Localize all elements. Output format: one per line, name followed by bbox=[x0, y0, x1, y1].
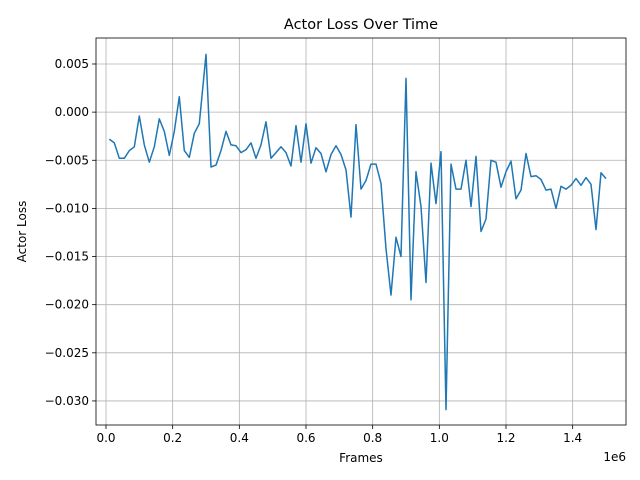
axes-frame bbox=[95, 37, 627, 426]
x-axis-ticks: 0.0 0.2 0.4 0.6 0.8 1.0 1.2 1.4 bbox=[96, 425, 582, 445]
x-axis-label: Frames bbox=[339, 451, 383, 465]
x-tick-label: 1.0 bbox=[430, 431, 449, 445]
y-tick-label: 0.005 bbox=[55, 57, 89, 71]
y-tick-label: 0.000 bbox=[55, 105, 89, 119]
x-axis-scale-label: 1e6 bbox=[603, 450, 626, 464]
x-tick-label: 1.4 bbox=[563, 431, 582, 445]
x-tick-label: 1.2 bbox=[496, 431, 515, 445]
y-tick-label: −0.025 bbox=[45, 346, 89, 360]
plot-line-layer bbox=[108, 53, 607, 411]
x-tick-label: 0.8 bbox=[363, 431, 382, 445]
grid-lines bbox=[96, 38, 626, 425]
y-axis-label: Actor Loss bbox=[15, 201, 29, 263]
chart-title: Actor Loss Over Time bbox=[284, 17, 438, 33]
y-tick-label: −0.015 bbox=[45, 250, 89, 264]
x-tick-label: 0.6 bbox=[296, 431, 315, 445]
y-tick-label: −0.005 bbox=[45, 153, 89, 167]
x-tick-label: 0.0 bbox=[96, 431, 115, 445]
series-line bbox=[108, 53, 607, 411]
x-tick-label: 0.4 bbox=[230, 431, 249, 445]
y-tick-label: −0.020 bbox=[45, 298, 89, 312]
x-tick-label: 0.2 bbox=[163, 431, 182, 445]
y-tick-label: −0.030 bbox=[45, 394, 89, 408]
y-axis-ticks: 0.005 0.000 −0.005 −0.010 −0.015 −0.020 −0.025… bbox=[45, 57, 96, 408]
y-tick-label: −0.010 bbox=[45, 201, 89, 215]
